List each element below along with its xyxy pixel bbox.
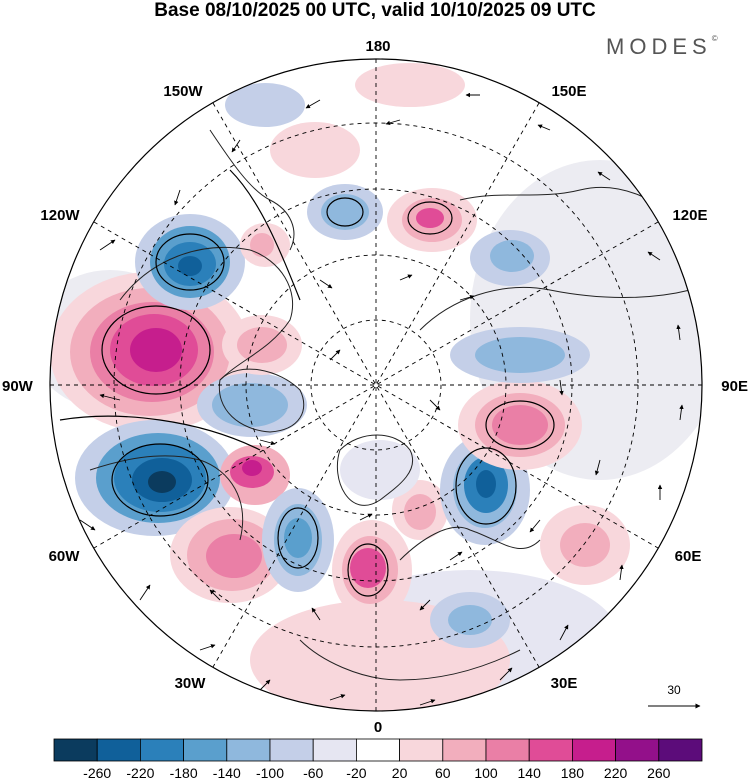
streamline-ridge-160e	[407, 201, 453, 235]
streamline-alaska	[229, 169, 301, 301]
brand-name: MODES	[606, 34, 712, 59]
trough-40w	[262, 488, 334, 592]
colorbar-swatch	[399, 738, 444, 762]
lon-label-180: 180	[365, 38, 390, 55]
colorbar-swatch	[442, 738, 487, 762]
globe-outline	[49, 58, 703, 712]
map-title: Base 08/10/2025 00 UTC, valid 10/10/2025…	[154, 0, 596, 21]
streamline-trough-40w	[277, 507, 319, 569]
colorbar-tick-label: -180	[170, 765, 198, 781]
reference-vector-label: 30	[667, 683, 681, 697]
colorbar-swatch	[485, 738, 530, 762]
colorbar-swatch	[572, 738, 617, 762]
streamline-ridge-90e	[485, 400, 555, 450]
anomaly-field	[50, 59, 702, 711]
reference-vector: 30	[648, 683, 701, 709]
latitude-circle-80	[310, 319, 442, 451]
ridge-90e	[458, 380, 582, 470]
lon-label-150e: 150E	[551, 83, 586, 100]
colorbar-swatch	[96, 738, 141, 762]
coastline-greenland	[336, 434, 414, 506]
lon-label-120w: 120W	[40, 207, 80, 224]
colorbar-tick-label: -20	[346, 765, 366, 781]
streamlines	[59, 169, 555, 597]
colorbar-tick-label: -260	[83, 765, 111, 781]
colorbar-swatch	[615, 738, 660, 762]
coastline-north-america	[119, 246, 294, 381]
colorbar-tick-label: 100	[474, 765, 498, 781]
lon-label-120e: 120E	[672, 207, 707, 224]
ridge-150w	[240, 122, 360, 267]
coastline-europe	[399, 526, 541, 561]
ridge-160e	[387, 188, 477, 252]
colorbar-swatch	[226, 738, 271, 762]
streamline-trough-170w	[326, 197, 364, 227]
colorbar: -260 -220 -180 -140 -100 -60 -20 20 60 100 140 180 2…	[53, 738, 703, 781]
colorbar-swatch	[139, 738, 184, 762]
colorbar-tick-label: 20	[392, 765, 408, 781]
streamline-trough-70w	[111, 443, 209, 517]
lon-label-60w: 60W	[49, 548, 81, 565]
ridge-greenland	[220, 445, 290, 505]
colorbar-swatch	[53, 738, 98, 762]
ridge-60e	[540, 505, 630, 585]
ridge-scandinavia	[392, 480, 448, 540]
lon-label-150w: 150W	[163, 83, 203, 100]
coastline-hudson-bay	[218, 368, 305, 433]
streamline-ridge-europe	[347, 543, 389, 597]
streamline-trough-120w	[155, 233, 225, 291]
trough-atlantic-north	[340, 440, 420, 500]
ridge-60w	[170, 507, 290, 603]
colorbar-swatch	[183, 738, 228, 762]
colorbar-tick-label: 60	[435, 765, 451, 781]
streamline-ridge-90w	[101, 305, 211, 395]
streamline-jet-west	[59, 415, 261, 451]
colorbar-tick-label: -220	[126, 765, 154, 781]
copyright-mark: ©	[711, 34, 718, 43]
colorbar-swatch	[312, 738, 357, 762]
colorbar-swatch	[528, 738, 573, 762]
colorbar-tick-label: -140	[213, 765, 241, 781]
lon-label-30e: 30E	[551, 675, 578, 692]
colorbar-swatch	[355, 738, 400, 762]
colorbar-swatch	[658, 738, 703, 762]
trough-110e	[450, 327, 590, 383]
brand-logo: MODES©	[606, 34, 718, 60]
lon-label-60e: 60E	[675, 548, 702, 565]
colorbar-tick-label: 220	[604, 765, 628, 781]
ridge-centre-left	[222, 315, 302, 375]
trough-170w	[307, 184, 383, 240]
trough-150w	[225, 83, 305, 127]
colorbar-tick-label: 140	[518, 765, 542, 781]
ridge-europe	[332, 520, 412, 620]
ridge-180	[355, 63, 465, 107]
colorbar-tick-label: -100	[256, 765, 284, 781]
lon-label-30w: 30W	[175, 675, 207, 692]
coastline-siberia	[419, 286, 691, 331]
coastline-alaska	[209, 129, 295, 251]
colorbar-swatch	[269, 738, 314, 762]
coastline-africa	[299, 639, 521, 681]
trough-130e	[470, 230, 550, 286]
colorbar-tick-label: -60	[303, 765, 323, 781]
trough-mediterranean	[430, 592, 510, 648]
wind-vectors	[79, 92, 684, 706]
trough-120w	[135, 214, 245, 310]
colorbar-tick-label: 260	[647, 765, 671, 781]
lon-label-90e: 90E	[721, 378, 748, 395]
lon-label-0: 0	[374, 719, 382, 736]
streamline-trough-30e	[455, 447, 517, 525]
lon-label-90w: 90W	[2, 378, 34, 395]
graticule	[50, 59, 702, 711]
trough-70w	[75, 420, 235, 536]
colorbar-tick-label: 180	[561, 765, 585, 781]
